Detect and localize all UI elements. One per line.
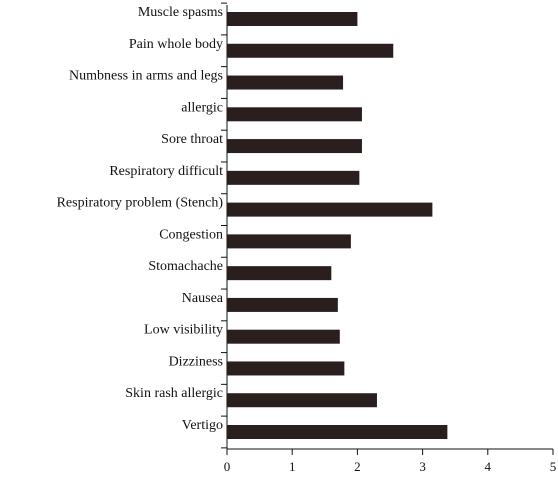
category-label: allergic	[181, 100, 223, 115]
bar	[227, 139, 362, 154]
x-tick-label: 3	[419, 459, 426, 474]
bar	[227, 266, 332, 281]
x-tick-label: 1	[289, 459, 296, 474]
x-tick-label: 0	[224, 459, 231, 474]
bar	[227, 12, 358, 26]
category-label: Pain whole body	[129, 37, 223, 52]
category-label: Congestion	[159, 227, 223, 242]
bar	[227, 43, 394, 58]
bar	[227, 329, 340, 344]
bar	[227, 361, 345, 376]
bar	[227, 425, 448, 439]
category-label: Respiratory difficult	[109, 164, 223, 179]
bar	[227, 170, 360, 185]
bar	[227, 297, 338, 312]
category-label: Numbness in arms and legs	[69, 69, 223, 84]
bar	[227, 393, 377, 408]
x-tick-label: 2	[354, 459, 361, 474]
category-label: Stomachache	[148, 259, 223, 274]
category-label: Dizziness	[169, 354, 223, 369]
category-label: Muscle spasms	[138, 5, 223, 20]
x-tick-label: 4	[485, 459, 492, 474]
bar	[227, 107, 362, 122]
category-label: Low visibility	[144, 323, 223, 338]
plot-area: Muscle spasms Pain whole body Numbness in …	[57, 2, 557, 474]
category-label: Respiratory problem (Stench)	[57, 196, 224, 211]
bar	[227, 234, 351, 249]
bar	[227, 75, 344, 90]
bar	[227, 202, 433, 217]
category-label: Vertigo	[182, 418, 223, 433]
category-label: Sore throat	[161, 132, 223, 147]
x-tick-label: 5	[550, 459, 557, 474]
category-label: Skin rash allergic	[125, 386, 223, 401]
category-label: Nausea	[182, 291, 224, 306]
